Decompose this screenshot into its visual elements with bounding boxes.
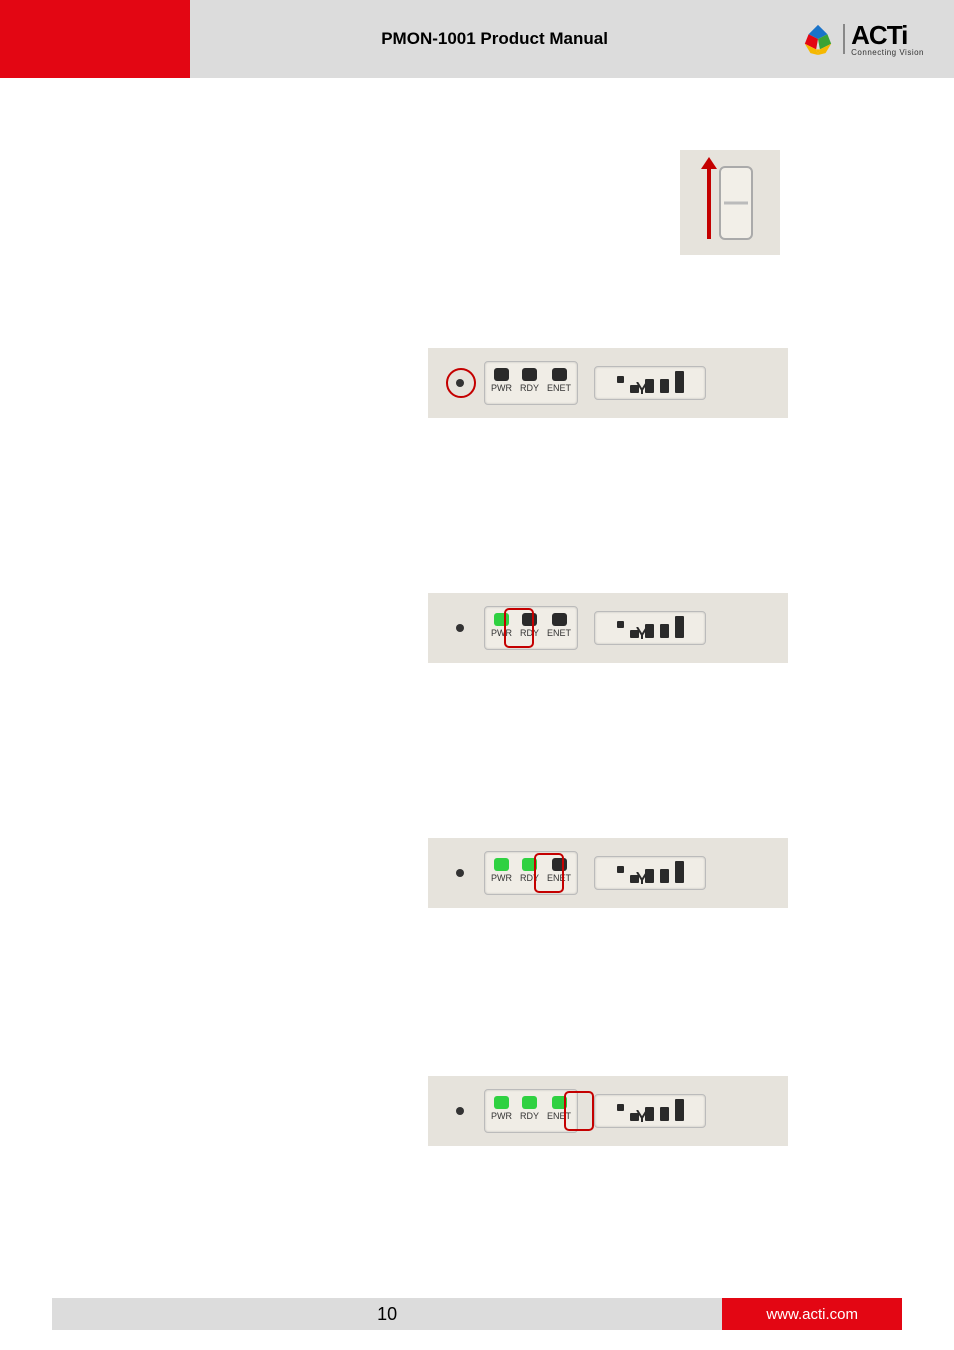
page-title: PMON-1001 Product Manual	[190, 29, 799, 49]
led-label: ENET	[547, 383, 571, 393]
led-indicator	[522, 368, 537, 381]
led-indicator	[552, 368, 567, 381]
arrow-up-icon	[707, 167, 711, 239]
signal-frame	[594, 856, 706, 890]
logo-icon	[799, 23, 837, 55]
led-label: RDY	[520, 383, 539, 393]
led-enet: ENET	[547, 368, 571, 393]
signal-bar	[675, 1099, 684, 1121]
signal-dot-icon	[617, 376, 624, 383]
page-header: PMON-1001 Product Manual ACTi Connecting…	[0, 0, 954, 78]
highlight-rect	[534, 853, 564, 893]
logo-divider	[843, 24, 845, 54]
rocker-switch-icon	[719, 166, 753, 240]
led-pwr: PWR	[491, 858, 512, 883]
led-panel: PWRRDYENET	[428, 1076, 788, 1146]
signal-frame	[594, 366, 706, 400]
signal-bar	[660, 1107, 669, 1121]
led-panel: PWR RDY ENET	[428, 348, 788, 418]
signal-dot-icon	[617, 1104, 624, 1111]
signal-frame	[594, 1094, 706, 1128]
led-indicator	[494, 1096, 509, 1109]
signal-bar	[675, 616, 684, 638]
led-indicator	[494, 368, 509, 381]
brand-logo: ACTi Connecting Vision	[799, 22, 924, 57]
led-pwr: PWR	[491, 1096, 512, 1121]
footer-url: www.acti.com	[722, 1298, 902, 1330]
led-enet: ENET	[547, 613, 571, 638]
signal-bar	[660, 379, 669, 393]
highlight-circle	[446, 368, 476, 398]
led-panel: PWRRDYENET	[428, 593, 788, 663]
signal-dot-icon	[617, 621, 624, 628]
antenna-icon	[635, 381, 649, 393]
reset-hole-icon	[456, 869, 464, 877]
brand-tagline: Connecting Vision	[851, 48, 924, 57]
signal-dot-icon	[617, 866, 624, 873]
led-indicator	[494, 858, 509, 871]
page-number: 10	[52, 1304, 722, 1325]
antenna-icon	[635, 626, 649, 638]
signal-bar	[675, 371, 684, 393]
led-label: ENET	[547, 628, 571, 638]
signal-bar	[660, 624, 669, 638]
signal-bar	[675, 861, 684, 883]
led-label: PWR	[491, 873, 512, 883]
header-red-block	[0, 0, 190, 78]
led-indicator	[522, 1096, 537, 1109]
antenna-icon	[635, 871, 649, 883]
highlight-rect	[504, 608, 534, 648]
page-footer: 10 www.acti.com	[52, 1298, 902, 1330]
led-rdy: RDY	[520, 368, 539, 393]
led-panel: PWRRDYENET	[428, 838, 788, 908]
led-label: RDY	[520, 1111, 539, 1121]
power-switch-figure	[680, 150, 780, 255]
led-rdy: RDY	[520, 1096, 539, 1121]
led-indicator	[552, 613, 567, 626]
signal-bar	[660, 869, 669, 883]
led-label: PWR	[491, 1111, 512, 1121]
brand-name: ACTi	[851, 22, 924, 48]
signal-frame	[594, 611, 706, 645]
antenna-icon	[635, 1109, 649, 1121]
led-pwr: PWR	[491, 368, 512, 393]
led-label: PWR	[491, 383, 512, 393]
led-frame: PWR RDY ENET	[484, 361, 578, 405]
reset-hole-icon	[456, 1107, 464, 1115]
highlight-rect	[564, 1091, 594, 1131]
reset-hole-icon	[456, 624, 464, 632]
